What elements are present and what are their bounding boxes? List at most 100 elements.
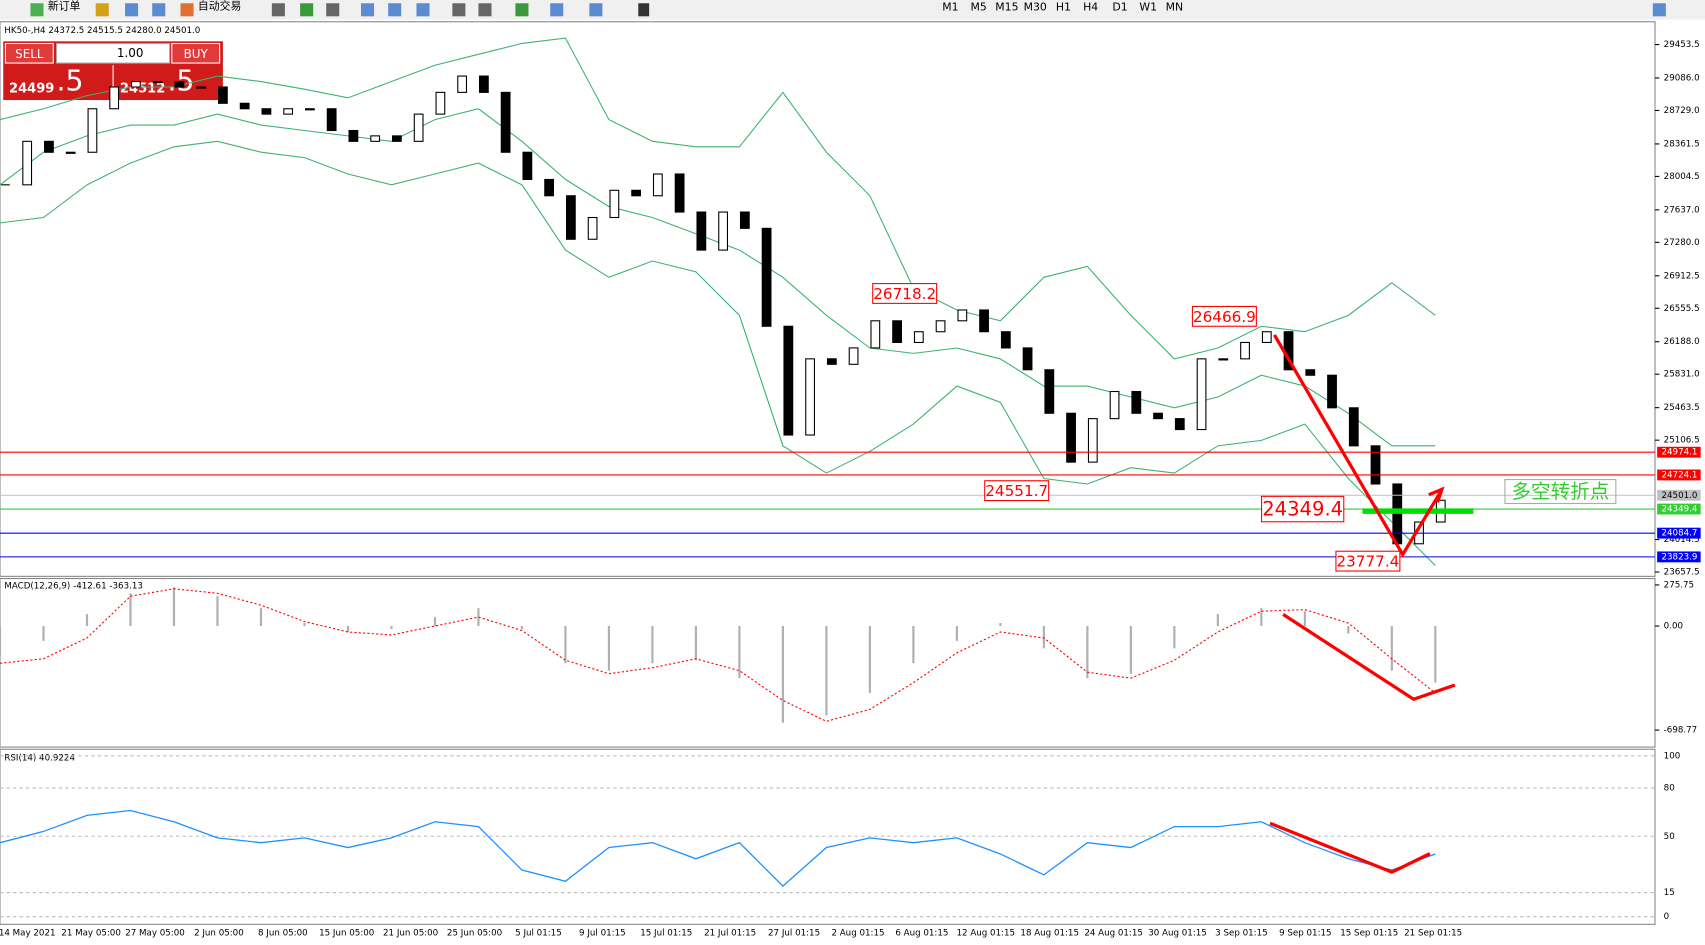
lots-value[interactable]: 1.00	[117, 46, 144, 60]
candle	[478, 75, 489, 93]
icon[interactable]	[515, 3, 529, 17]
price-tag	[1657, 551, 1701, 563]
price-tag	[1657, 489, 1701, 501]
x-tick-label: 8 Jun 05:00	[258, 929, 308, 939]
icon[interactable]	[95, 3, 109, 17]
x-tick-label: 15 Sep 01:15	[1340, 929, 1398, 939]
candle	[522, 151, 533, 181]
icon[interactable]	[478, 3, 492, 17]
macd-bar	[1347, 626, 1350, 634]
icon[interactable]	[180, 3, 194, 17]
candle	[892, 320, 902, 344]
candle	[1218, 358, 1229, 361]
candle	[1196, 358, 1207, 431]
candle	[718, 211, 728, 251]
y-tick-label: 25831.0	[1664, 370, 1700, 380]
candle	[848, 347, 859, 365]
candle	[1392, 483, 1403, 545]
annotation-box	[1335, 550, 1401, 572]
icon[interactable]	[125, 3, 139, 17]
rsi-title: RSI(14) 40.9224	[4, 753, 75, 763]
icon[interactable]	[388, 3, 402, 17]
icon[interactable]	[416, 3, 430, 17]
candle	[1000, 331, 1011, 349]
macd-bar	[1129, 626, 1132, 674]
candle	[674, 173, 685, 213]
icon[interactable]	[30, 3, 44, 17]
y-tick-label: 28361.5	[1664, 139, 1700, 149]
macd-bar	[651, 626, 654, 664]
candle	[1240, 341, 1250, 360]
candle	[805, 358, 815, 436]
y-tick-label: 0	[1664, 912, 1670, 922]
candle	[1370, 445, 1381, 485]
y-tick-label: 23657.5	[1664, 568, 1700, 578]
x-tick-label: 15 Jul 01:15	[640, 929, 692, 939]
icon[interactable]	[550, 3, 564, 17]
y-tick-label: 15	[1664, 888, 1675, 898]
annotation-box	[984, 480, 1050, 502]
red-arrow	[1282, 613, 1456, 702]
x-tick-label: 21 May 05:00	[61, 929, 121, 939]
macd-bar	[390, 626, 393, 630]
candle	[631, 189, 642, 197]
macd-bar	[1173, 626, 1176, 649]
timeframe-button[interactable]: M15	[995, 1, 1018, 14]
candle	[826, 358, 837, 365]
icon[interactable]	[361, 3, 375, 17]
price-tag	[1657, 446, 1701, 458]
x-tick-label: 6 Aug 01:15	[895, 929, 948, 939]
candle	[1109, 390, 1120, 420]
icon[interactable]	[1652, 3, 1666, 17]
lots-input[interactable]	[55, 42, 171, 64]
timeframe-button[interactable]: W1	[1139, 1, 1157, 14]
macd-bar	[0, 626, 2, 656]
candle	[413, 113, 424, 142]
macd-bar	[1216, 614, 1219, 627]
candle	[500, 91, 511, 153]
buy-button[interactable]	[171, 42, 221, 64]
icon[interactable]	[300, 3, 314, 17]
macd-title: MACD(12,26,9) -412.61 -363.13	[4, 582, 143, 592]
icon[interactable]	[152, 3, 166, 17]
x-tick-label: 18 Aug 01:15	[1020, 929, 1079, 939]
macd-bar	[738, 626, 741, 679]
new-order-button[interactable]: 新订单	[48, 0, 81, 13]
y-tick-label: 80	[1664, 783, 1675, 793]
timeframe-button[interactable]: MN	[1166, 1, 1183, 14]
candle	[370, 135, 381, 142]
macd-bar	[520, 626, 524, 630]
bollinger-band	[0, 37, 1436, 360]
candle	[457, 75, 468, 93]
sell-button[interactable]	[4, 42, 54, 64]
timeframe-button[interactable]: M5	[970, 1, 986, 14]
macd-bar	[303, 623, 306, 627]
candle	[739, 211, 750, 229]
timeframe-button[interactable]: H1	[1056, 1, 1071, 14]
timeframe-button[interactable]: M30	[1024, 1, 1047, 14]
candle	[1022, 347, 1033, 371]
icon[interactable]	[271, 3, 285, 17]
x-tick-label: 27 Jul 01:15	[768, 929, 820, 939]
auto-trading-button[interactable]: 自动交易	[198, 0, 241, 13]
macd-bar	[216, 596, 219, 627]
icon[interactable]	[589, 3, 603, 17]
icon[interactable]	[638, 3, 650, 17]
timeframe-button[interactable]: D1	[1112, 1, 1127, 14]
icon[interactable]	[452, 3, 466, 17]
macd-bar	[694, 626, 698, 661]
candle	[305, 108, 315, 111]
x-tick-label: 25 Jun 05:00	[447, 929, 502, 939]
icon[interactable]	[326, 3, 340, 17]
x-tick-label: 9 Jul 01:15	[579, 929, 626, 939]
macd-bar	[999, 623, 1002, 627]
candle	[1087, 418, 1098, 463]
macd-bar	[781, 626, 784, 723]
timeframe-button[interactable]: M1	[942, 1, 958, 14]
macd-bar	[85, 614, 89, 627]
candle	[587, 216, 598, 240]
timeframe-button[interactable]: H4	[1083, 1, 1098, 14]
y-tick-label: 25106.5	[1664, 436, 1700, 446]
annotation-box	[1191, 305, 1257, 327]
